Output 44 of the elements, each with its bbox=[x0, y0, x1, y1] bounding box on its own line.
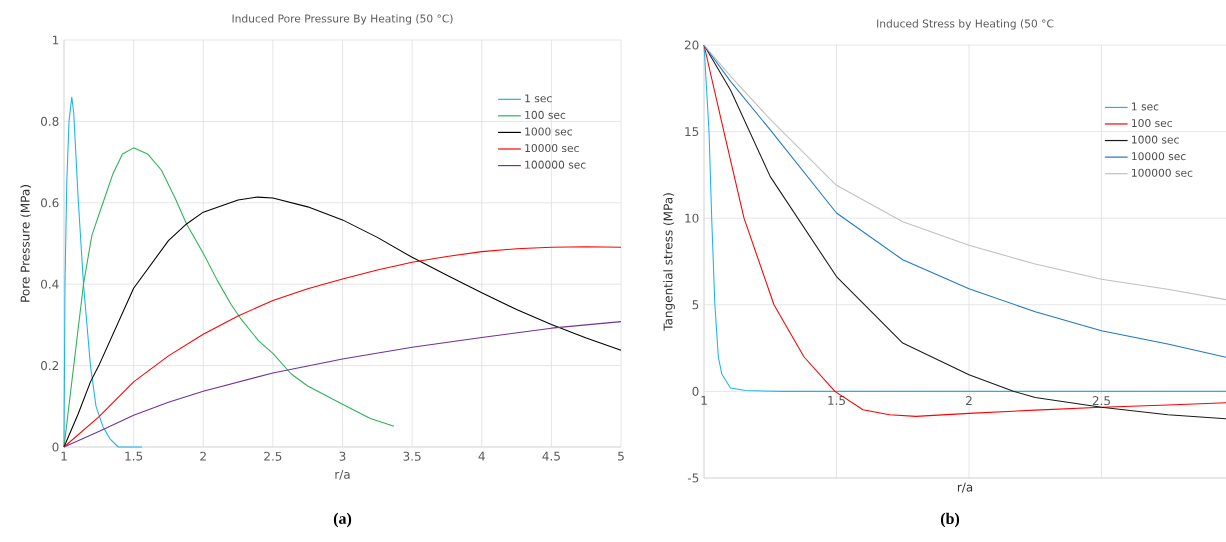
text: (b) bbox=[940, 512, 960, 528]
y-tick-label: 0 bbox=[692, 386, 699, 396]
legend-label: 1000 sec bbox=[1132, 135, 1179, 144]
x-tick-label: 1.5 bbox=[125, 451, 143, 461]
y-tick-label: 0.6 bbox=[41, 198, 59, 208]
chart-title: Induced Pore Pressure By Heating (50 °C) bbox=[232, 14, 453, 25]
y-tick-label: 0.8 bbox=[41, 116, 59, 126]
legend-label: 10000 sec bbox=[525, 144, 579, 153]
line-series bbox=[703, 44, 1226, 301]
y-axis-title: Tangential stress (MPa) bbox=[663, 193, 675, 331]
chart-title: Induced Stress by Heating (50 °C bbox=[877, 19, 1054, 30]
y-tick-label: 0.2 bbox=[41, 361, 59, 371]
y-tick-label: 20 bbox=[684, 40, 699, 50]
y-tick-label: 1 bbox=[52, 35, 59, 45]
x-tick-label: 1.5 bbox=[828, 396, 845, 406]
text: (a) bbox=[333, 512, 352, 528]
x-tick-label: 3.5 bbox=[403, 451, 421, 461]
x-tick-label: 4 bbox=[478, 451, 485, 461]
x-tick-label: 5 bbox=[618, 451, 624, 461]
y-tick-label: 15 bbox=[685, 127, 699, 137]
x-tick-label: 4.5 bbox=[542, 451, 560, 461]
legend-label: 10000 sec bbox=[1132, 152, 1186, 161]
x-tick-label: 2 bbox=[200, 451, 206, 461]
x-tick-label: 2.5 bbox=[264, 451, 282, 461]
legend-label: 100000 sec bbox=[525, 160, 586, 169]
y-axis-title: Pore Pressure (MPa) bbox=[20, 185, 32, 302]
x-tick-label: 2 bbox=[966, 396, 972, 406]
x-axis-title: r/a bbox=[335, 469, 350, 480]
y-tick-label: 5 bbox=[692, 300, 699, 310]
x-axis-title: r/a bbox=[957, 482, 973, 493]
y-tick-label: 10 bbox=[685, 213, 699, 223]
legend-label: 1000 sec bbox=[525, 127, 572, 136]
x-tick-label: 1 bbox=[701, 396, 707, 405]
legend-label: 1 sec bbox=[1132, 102, 1159, 111]
x-tick-label: 3 bbox=[339, 451, 346, 461]
x-tick-label: 2.5 bbox=[1092, 396, 1110, 406]
y-tick-label: 0.4 bbox=[41, 279, 59, 289]
x-tick-label: 1 bbox=[61, 451, 67, 461]
y-tick-label: 0 bbox=[52, 442, 59, 452]
legend-label: 100 sec bbox=[1132, 118, 1172, 128]
legend-label: 100 sec bbox=[525, 110, 566, 119]
legend-label: 100000 sec bbox=[1132, 168, 1193, 177]
y-tick-label: -5 bbox=[687, 473, 699, 483]
legend-label: 1 sec bbox=[525, 94, 552, 103]
